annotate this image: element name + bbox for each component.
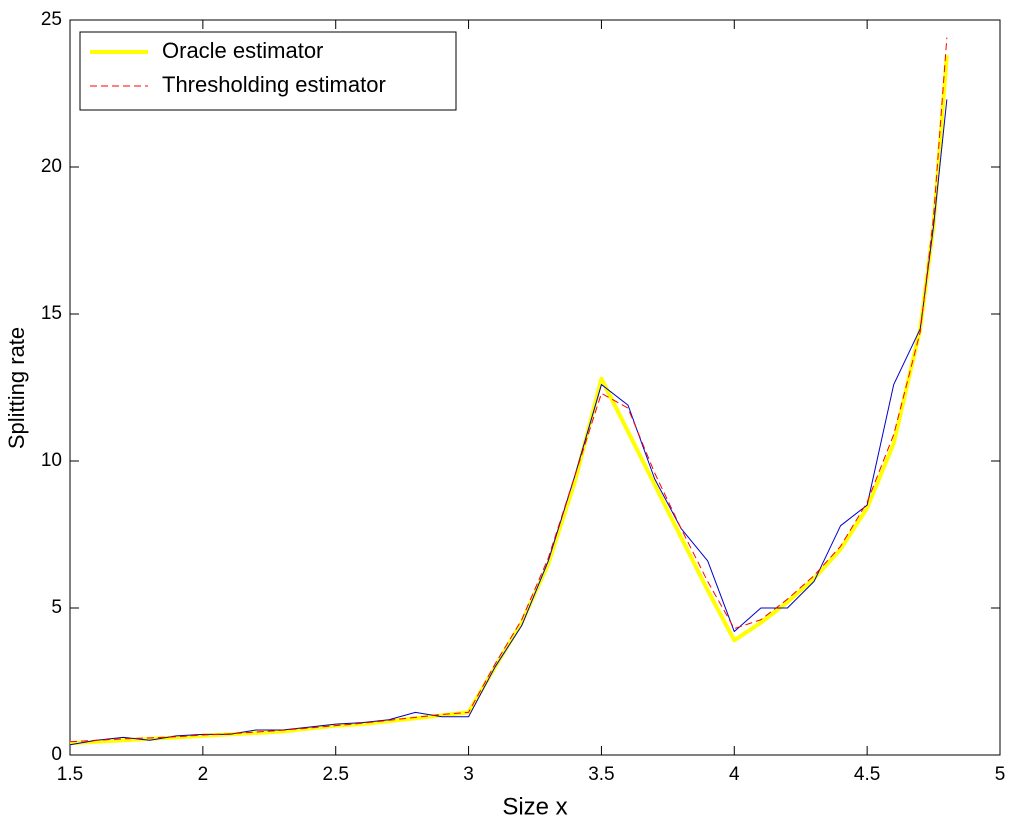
y-tick-label: 25 xyxy=(41,9,62,30)
x-tick-label: 3 xyxy=(463,764,474,785)
x-tick-label: 5 xyxy=(995,764,1006,785)
y-tick-label: 0 xyxy=(51,744,62,765)
series-line xyxy=(69,37,948,743)
legend-label: Oracle estimator xyxy=(162,38,323,63)
x-tick-label: 4.5 xyxy=(854,764,880,785)
legend-box xyxy=(79,31,457,111)
x-tick-label: 3.5 xyxy=(588,764,614,785)
series-line xyxy=(69,99,948,746)
x-tick-label: 2.5 xyxy=(323,764,349,785)
y-tick-label: 10 xyxy=(41,450,62,471)
legend-label: Thresholding estimator xyxy=(162,72,386,97)
y-tick-label: 5 xyxy=(51,597,62,618)
y-tick-label: 20 xyxy=(41,156,62,177)
x-tick-label: 1.5 xyxy=(57,764,83,785)
plot-frame xyxy=(69,19,1001,756)
y-axis-label: Splitting rate xyxy=(4,327,29,449)
y-tick-label: 15 xyxy=(41,303,62,324)
x-tick-label: 2 xyxy=(198,764,209,785)
x-tick-label: 4 xyxy=(729,764,740,785)
x-axis-label: Size x xyxy=(502,793,567,820)
